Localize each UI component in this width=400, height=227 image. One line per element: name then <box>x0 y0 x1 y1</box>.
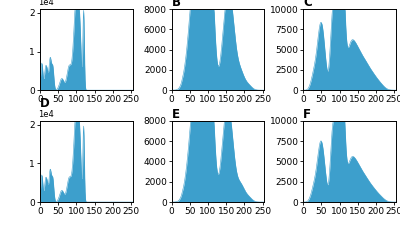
Text: F: F <box>303 108 311 121</box>
Text: C: C <box>303 0 312 9</box>
Text: D: D <box>40 97 50 110</box>
Text: E: E <box>172 108 180 121</box>
Text: B: B <box>172 0 181 9</box>
